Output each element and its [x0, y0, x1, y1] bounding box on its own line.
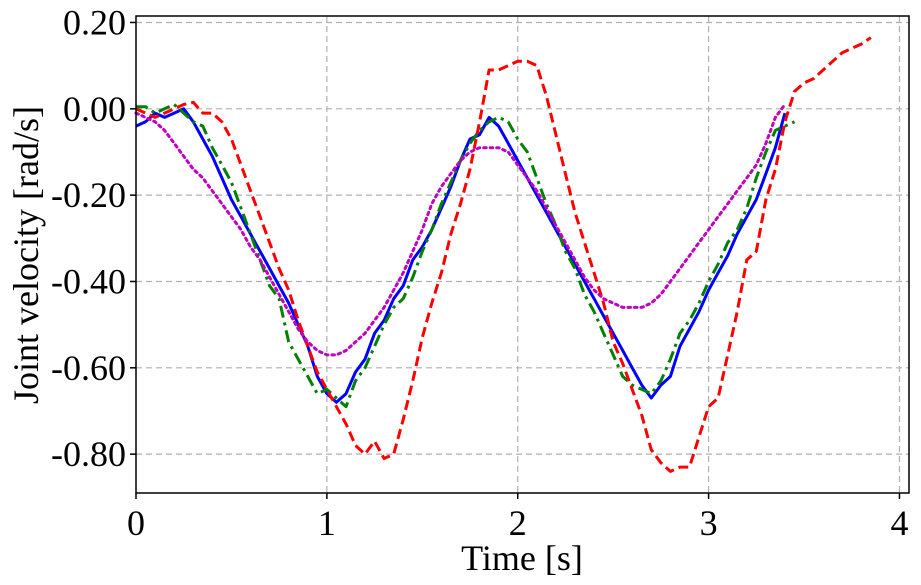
y-tick-label: -0.60: [51, 348, 126, 388]
x-tick-label: 3: [700, 503, 718, 543]
series-line-dotted: [134, 103, 787, 357]
y-axis-title: Joint velocity [rad/s]: [6, 106, 46, 404]
y-tick-label: 0.00: [63, 89, 126, 129]
y-tick-label: -0.40: [51, 261, 126, 301]
y-tick-label: -0.80: [51, 434, 126, 474]
x-tick-label: 2: [509, 503, 527, 543]
x-axis-title: Time [s]: [461, 538, 583, 578]
series-line-solid: [135, 107, 787, 404]
x-tick-label: 0: [127, 503, 145, 543]
x-tick-label: 4: [890, 503, 908, 543]
y-tick-label: 0.20: [63, 2, 126, 42]
axis-ticks: 0 1 2 3 4 0.20 0.00 -0.20 -0.40 -0.60 -0.80: [51, 2, 908, 543]
y-tick-label: -0.20: [51, 175, 126, 215]
x-tick-label: 1: [318, 503, 336, 543]
grid-lines: [136, 16, 909, 493]
series-lines: [134, 36, 872, 473]
plot-frame: [135, 15, 910, 494]
series-line-dashed: [135, 36, 872, 473]
series-line-dashdot: [136, 103, 796, 409]
